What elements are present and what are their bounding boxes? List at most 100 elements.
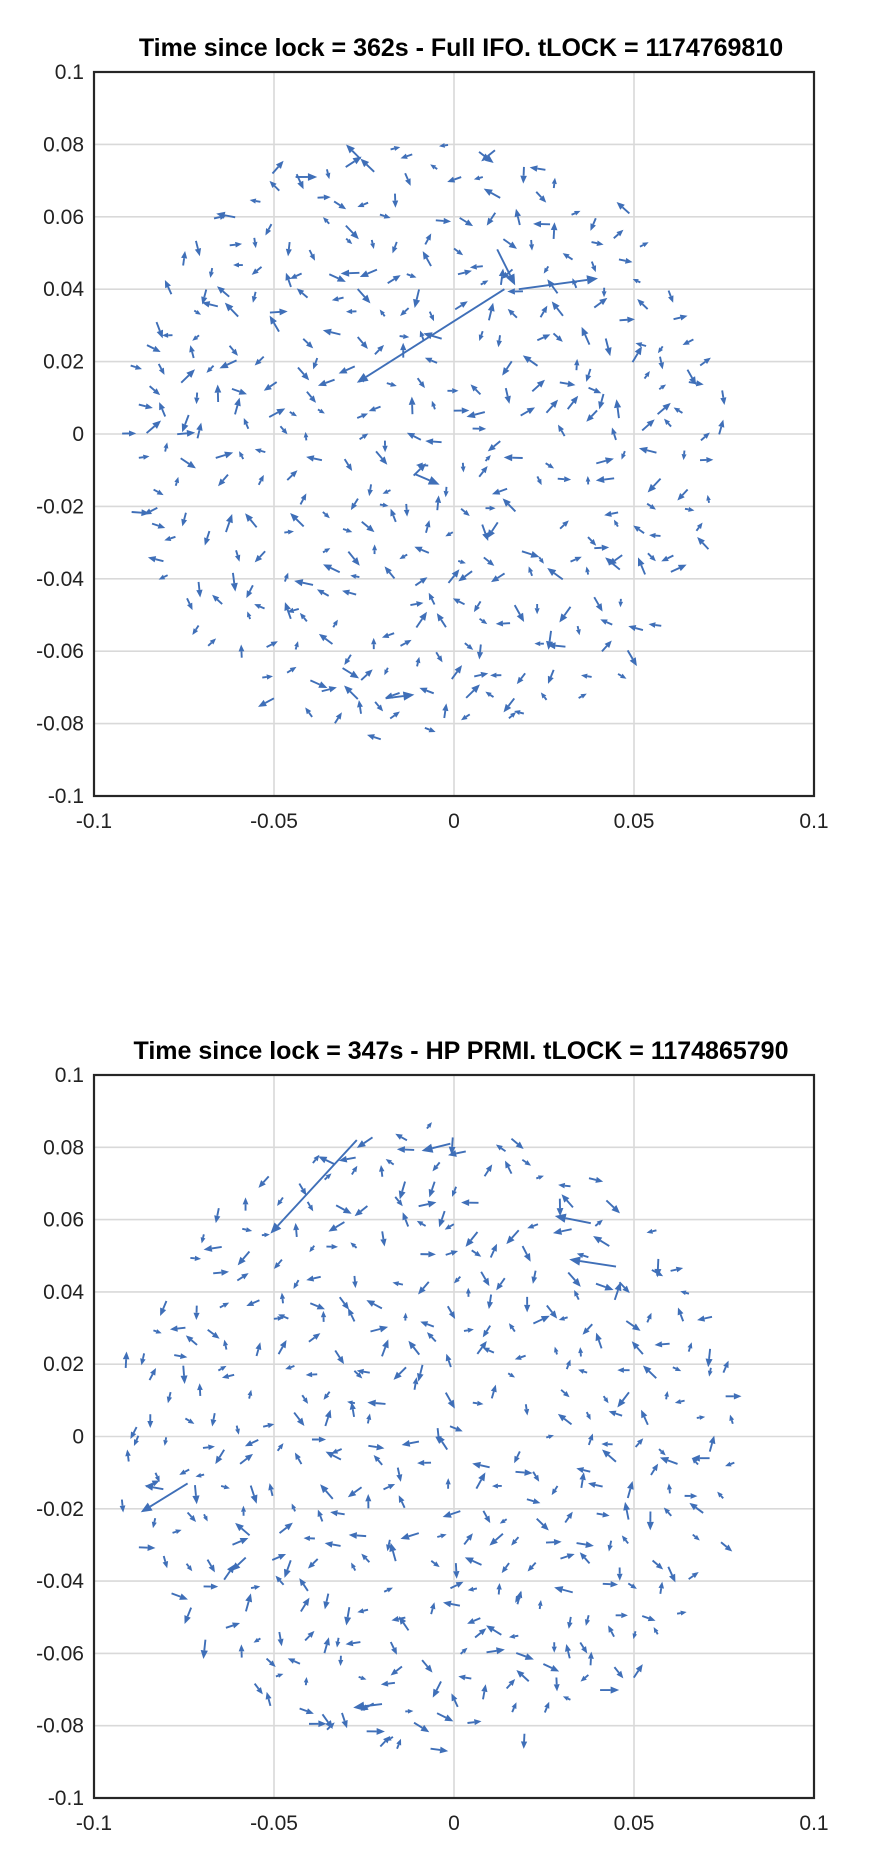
vector-arrow	[458, 570, 473, 582]
vector-arrow	[162, 1555, 169, 1569]
vector-arrow	[507, 1372, 516, 1378]
vector-arrow	[658, 1581, 664, 1594]
vector-arrow	[385, 1736, 394, 1742]
vector-arrow	[486, 1625, 502, 1636]
vector-arrow	[253, 1637, 261, 1643]
vector-arrow	[403, 1312, 408, 1321]
vector-arrow	[356, 413, 369, 419]
vector-arrow	[558, 1316, 568, 1321]
vector-arrow	[177, 429, 196, 437]
vector-arrow	[266, 641, 278, 648]
vector-arrow	[202, 1444, 215, 1451]
vector-arrow	[383, 1483, 396, 1491]
vector-arrow	[447, 1150, 466, 1157]
vector-arrow	[430, 1746, 449, 1754]
vector-arrow	[465, 1287, 471, 1297]
vector-arrow	[621, 450, 626, 460]
vector-arrow	[312, 357, 319, 370]
vector-arrow	[174, 476, 180, 487]
vector-arrow	[595, 1332, 603, 1349]
vector-arrow	[531, 1270, 538, 1284]
vector-arrow	[487, 302, 495, 321]
vector-arrow	[617, 1391, 630, 1408]
vector-arrow	[252, 237, 258, 249]
vector-arrow	[579, 1552, 591, 1565]
vector-arrow	[295, 173, 304, 190]
vector-arrow	[486, 1294, 494, 1310]
vector-arrow	[632, 1664, 643, 1679]
vector-arrow	[664, 418, 672, 428]
vector-arrow	[598, 393, 605, 410]
vector-arrow	[575, 625, 581, 636]
vector-arrow	[356, 288, 371, 304]
vector-arrow	[458, 1674, 472, 1681]
vector-arrow	[386, 1539, 392, 1552]
vector-arrow	[323, 1637, 330, 1654]
vector-arrow	[545, 1538, 562, 1546]
vector-arrow	[206, 1559, 215, 1573]
quiver-chart-1: Time since lock = 362s - Full IFO. tLOCK…	[36, 34, 828, 833]
vector-arrow	[293, 1222, 300, 1237]
vector-arrow	[138, 1544, 156, 1551]
vector-arrow	[466, 411, 486, 419]
vector-arrow	[451, 1186, 457, 1197]
vector-arrow	[277, 1340, 287, 1355]
vector-arrow	[246, 584, 254, 599]
vector-arrow	[536, 1518, 549, 1531]
vector-arrow	[551, 301, 564, 317]
vector-arrow	[424, 357, 438, 364]
vector-arrow	[607, 1540, 613, 1552]
vector-arrow	[140, 1353, 146, 1366]
vector-arrow	[317, 194, 331, 201]
vector-arrow	[535, 191, 547, 203]
vector-arrow	[147, 1414, 154, 1429]
vector-arrow	[253, 1683, 263, 1695]
vector-arrow	[299, 493, 307, 505]
vector-arrow	[344, 685, 359, 700]
vector-arrow	[322, 217, 330, 225]
vector-arrow	[154, 1472, 160, 1483]
vector-arrow	[212, 594, 223, 605]
vector-arrow	[656, 402, 671, 415]
vector-arrow	[125, 1449, 131, 1462]
vector-arrow	[552, 1227, 572, 1235]
vector-arrow	[285, 1364, 295, 1370]
vector-arrow	[514, 710, 525, 716]
vector-arrow	[453, 1275, 462, 1284]
vector-arrow	[316, 589, 330, 597]
vector-arrow	[473, 175, 484, 181]
vector-arrow	[594, 544, 610, 551]
vector-arrow	[219, 359, 237, 369]
vector-arrow	[446, 1305, 456, 1319]
vector-arrow	[350, 498, 359, 511]
vector-arrow	[254, 355, 265, 366]
vector-arrow	[551, 177, 557, 189]
vector-arrow	[420, 1321, 435, 1328]
vector-arrow	[393, 1366, 407, 1380]
vector-arrow	[540, 692, 548, 701]
vector-arrow	[392, 193, 399, 208]
vector-arrow	[580, 1674, 589, 1682]
vector-arrow	[453, 247, 464, 256]
vector-arrow	[578, 1369, 588, 1374]
vector-arrow	[257, 474, 264, 486]
large-vector-arrow	[140, 1482, 189, 1513]
vector-arrow	[392, 1281, 404, 1287]
vector-arrow	[284, 1560, 292, 1578]
vector-arrow	[412, 1377, 419, 1390]
vector-arrow	[418, 1281, 430, 1295]
vector-arrow	[686, 369, 697, 386]
vector-arrow	[526, 1498, 541, 1505]
vector-arrow	[642, 1365, 657, 1379]
vector-arrow	[491, 487, 508, 495]
vector-arrow	[233, 262, 243, 268]
vector-arrow	[426, 1332, 437, 1343]
vector-arrow	[445, 1250, 459, 1256]
vector-arrow	[491, 572, 506, 583]
vector-arrow	[298, 1183, 307, 1196]
vector-arrow	[562, 1696, 571, 1701]
vector-arrow	[223, 1564, 235, 1581]
vector-arrow	[192, 624, 200, 635]
vector-arrow	[551, 1485, 559, 1496]
vector-arrow	[334, 1349, 345, 1365]
